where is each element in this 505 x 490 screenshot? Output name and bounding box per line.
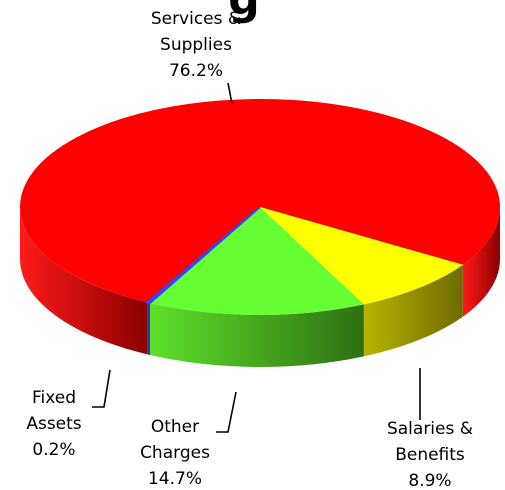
label-other-line2: Charges [140,443,210,463]
label-services-line2: Supplies [160,35,232,55]
slice-side-salaries-benefits [363,264,463,357]
label-fixed-line1: Fixed [32,388,76,408]
leader-fixed [92,369,111,408]
label-services-percent: 76.2% [169,61,223,81]
label-fixed-percent: 0.2% [32,440,75,460]
label-other-percent: 14.7% [148,469,202,489]
slice-services-supplies [19,98,500,303]
label-services-line1: Services & [151,9,241,29]
leader-other [216,391,237,433]
label-other-line1: Other [151,417,199,437]
slice-side-services-supplies [19,207,148,355]
label-salaries-line2: Benefits [395,445,465,465]
slice-labels: Services & Supplies 76.2% Fixed Assets 0… [26,9,473,490]
slice-other-charges [149,207,364,315]
chart-title-fragment: g [228,0,260,25]
label-fixed: Fixed Assets 0.2% [26,388,81,460]
leader-lines [92,82,421,433]
slice-side-other-charges [149,302,364,367]
leader-services [227,82,233,105]
label-fixed-line2: Assets [26,414,81,434]
label-salaries-percent: 8.9% [408,471,451,490]
slice-side-services-supplies [462,207,500,317]
label-salaries: Salaries & Benefits 8.9% [387,419,473,490]
slice-fixed-assets [145,206,261,305]
slice-salaries-benefits [260,207,463,305]
label-other: Other Charges 14.7% [140,417,210,489]
slice-side-fixed-assets [147,302,150,355]
pie-body [19,98,500,367]
label-services: Services & Supplies 76.2% [151,9,241,81]
label-salaries-line1: Salaries & [387,419,473,439]
